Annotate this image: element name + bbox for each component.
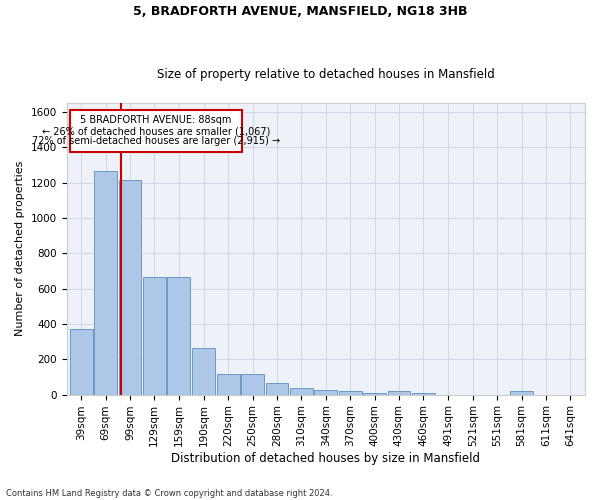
Bar [119,180,141,394]
Bar [167,277,190,394]
Y-axis label: Number of detached properties: Number of detached properties [15,161,25,336]
Bar [314,390,337,394]
Bar [266,383,289,394]
Bar [241,374,264,394]
Bar [290,388,313,394]
Text: 72% of semi-detached houses are larger (2,915) →: 72% of semi-detached houses are larger (… [32,136,280,146]
Text: 5, BRADFORTH AVENUE, MANSFIELD, NG18 3HB: 5, BRADFORTH AVENUE, MANSFIELD, NG18 3HB [133,5,467,18]
Bar [339,391,362,394]
Text: Contains HM Land Registry data © Crown copyright and database right 2024.: Contains HM Land Registry data © Crown c… [6,488,332,498]
Bar [388,391,410,394]
Bar [363,393,386,394]
Bar [217,374,239,394]
Bar [70,329,92,394]
Bar [412,393,434,394]
X-axis label: Distribution of detached houses by size in Mansfield: Distribution of detached houses by size … [171,452,480,465]
Text: 5 BRADFORTH AVENUE: 88sqm: 5 BRADFORTH AVENUE: 88sqm [80,116,232,126]
FancyBboxPatch shape [70,110,242,152]
Title: Size of property relative to detached houses in Mansfield: Size of property relative to detached ho… [157,68,494,81]
Bar [510,390,533,394]
Bar [94,171,117,394]
Bar [193,348,215,395]
Text: ← 26% of detached houses are smaller (1,067): ← 26% of detached houses are smaller (1,… [42,126,270,136]
Bar [143,277,166,394]
